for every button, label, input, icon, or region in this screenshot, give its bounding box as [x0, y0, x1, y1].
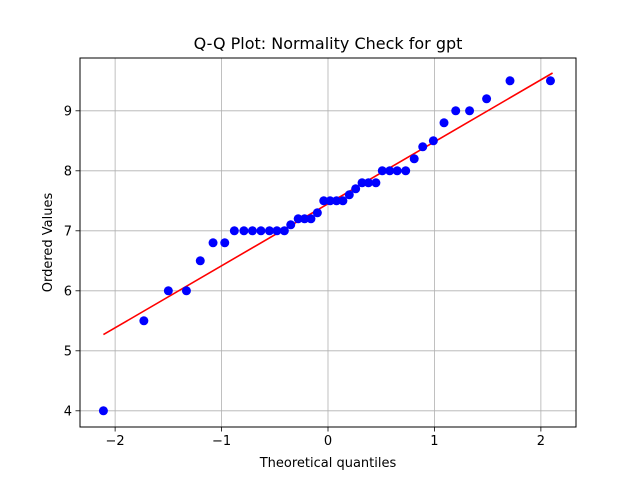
x-axis-ticks: −2 −1 0 1 2: [106, 427, 545, 449]
data-point: [286, 220, 296, 230]
y-tick-label: 9: [64, 104, 72, 119]
data-point: [163, 286, 173, 296]
data-point: [332, 196, 342, 206]
data-point: [439, 118, 449, 128]
plot-frame: [79, 57, 577, 428]
y-tick-label: 8: [64, 164, 72, 179]
data-point: [272, 226, 282, 236]
data-point: [357, 178, 367, 188]
data-point: [293, 214, 303, 224]
chart-title: Q-Q Plot: Normality Check for gpt: [194, 34, 463, 53]
data-point: [363, 178, 373, 188]
data-point: [312, 208, 322, 218]
data-point: [505, 76, 515, 86]
data-point: [98, 406, 108, 416]
grid-lines: [80, 58, 576, 427]
y-tick-label: 7: [64, 224, 72, 239]
x-tick-label: 0: [324, 434, 332, 449]
y-tick-label: 6: [64, 284, 72, 299]
data-point: [279, 226, 289, 236]
data-point: [351, 184, 361, 194]
data-point: [428, 136, 438, 146]
y-axis-ticks: 4 5 6 7 8 9: [64, 104, 80, 419]
data-point: [229, 226, 239, 236]
data-point: [385, 166, 395, 176]
data-point: [344, 190, 354, 200]
data-point: [465, 106, 475, 116]
data-point: [392, 166, 402, 176]
data-point: [139, 316, 149, 326]
x-axis-label: Theoretical quantiles: [259, 456, 397, 471]
data-point: [306, 214, 316, 224]
x-tick-label: −2: [106, 434, 125, 449]
data-point: [300, 214, 310, 224]
y-tick-label: 5: [64, 344, 72, 359]
data-point: [371, 178, 381, 188]
y-tick-label: 4: [64, 404, 72, 419]
data-point: [325, 196, 335, 206]
data-point: [264, 226, 274, 236]
data-points: [98, 76, 555, 416]
data-point: [401, 166, 411, 176]
data-point: [208, 238, 218, 248]
data-point: [195, 256, 205, 266]
x-tick-label: 1: [430, 434, 438, 449]
x-tick-label: −1: [212, 434, 231, 449]
x-tick-label: 2: [537, 434, 545, 449]
data-point: [181, 286, 191, 296]
data-point: [247, 226, 257, 236]
y-axis-label: Ordered Values: [41, 193, 56, 293]
data-point: [220, 238, 230, 248]
data-point: [239, 226, 249, 236]
data-point: [409, 154, 419, 164]
data-point: [451, 106, 461, 116]
data-point: [256, 226, 266, 236]
data-point: [319, 196, 329, 206]
data-point: [377, 166, 387, 176]
data-point: [482, 94, 492, 104]
data-point: [545, 76, 555, 86]
data-point: [338, 196, 348, 206]
data-point: [418, 142, 428, 152]
